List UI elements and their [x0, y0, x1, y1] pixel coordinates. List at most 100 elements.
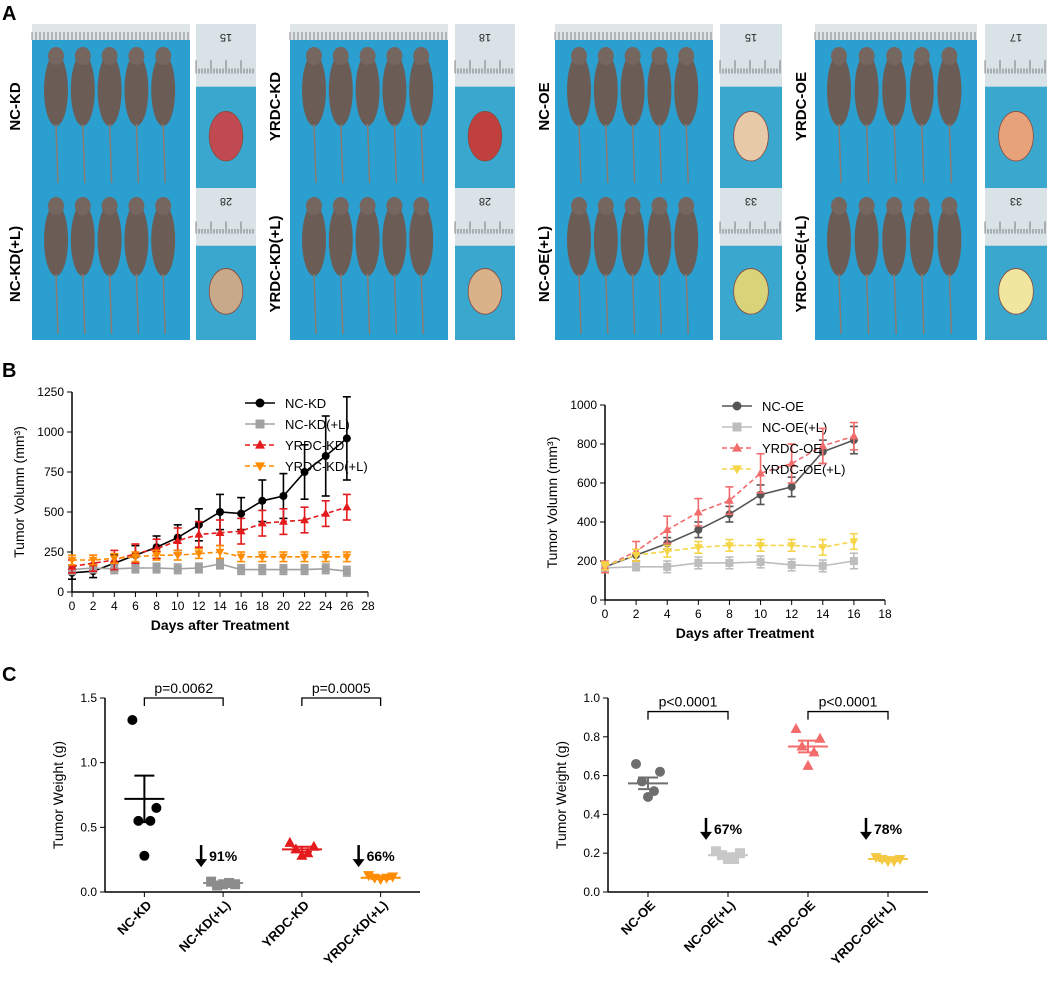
- data-point: [693, 544, 703, 553]
- y-tick-label: 0.0: [80, 885, 97, 899]
- group-label: YRDC-OE(+L): [793, 215, 810, 312]
- y-tick-label: 500: [44, 505, 64, 519]
- mouse-body: [674, 204, 699, 276]
- mouse-head: [386, 47, 403, 65]
- mouse-head: [651, 197, 668, 215]
- legend-marker: [732, 401, 742, 411]
- group-NC-KD(+L): [203, 876, 244, 891]
- data-point: [723, 854, 733, 865]
- data-point: [257, 553, 267, 562]
- mouse-body: [328, 204, 353, 276]
- y-axis-label: Tumor Volumn (mm³): [11, 426, 27, 558]
- mouse-head: [155, 47, 172, 65]
- tumor: [733, 268, 769, 315]
- mouse-head: [831, 47, 847, 65]
- data-point: [258, 496, 267, 505]
- data-point: [725, 558, 734, 567]
- mouse-head: [571, 197, 587, 215]
- p-value-label: p=0.0062: [154, 680, 213, 696]
- data-point: [139, 850, 150, 861]
- mouse-tail: [605, 123, 609, 184]
- legend-marker: [255, 462, 265, 472]
- mouse-body: [827, 204, 851, 276]
- y-tick-label: 800: [577, 437, 597, 451]
- mouse-body: [909, 204, 934, 276]
- significance-bracket: [807, 710, 889, 720]
- mouse-tail: [55, 123, 59, 184]
- data-point: [109, 555, 119, 564]
- reduction-label: 91%: [209, 848, 238, 864]
- data-point: [321, 508, 331, 517]
- panel-b-letter: B: [2, 360, 17, 382]
- data-point: [131, 564, 140, 572]
- data-point: [849, 431, 859, 440]
- data-point: [67, 556, 77, 565]
- data-point: [279, 553, 288, 562]
- p-value-label: p<0.0001: [659, 694, 718, 710]
- series-YRDC-KD(+L): [67, 544, 352, 566]
- tumor: [998, 111, 1034, 162]
- mouse-tail: [578, 123, 582, 184]
- mouse-body: [355, 54, 380, 126]
- data-point: [321, 564, 330, 573]
- data-point: [300, 565, 309, 574]
- mouse-head: [913, 197, 930, 215]
- mouse-tail: [108, 123, 113, 184]
- mouse-tail: [658, 273, 663, 335]
- tumor-ruler: [720, 24, 782, 87]
- reduction-label: 67%: [714, 821, 743, 837]
- mouse-head: [624, 47, 641, 65]
- mouse-body: [382, 204, 407, 276]
- tumor-ruler: [455, 188, 515, 246]
- mouse-head: [913, 47, 930, 65]
- mouse-head: [306, 197, 322, 215]
- mouse-tail: [162, 273, 166, 335]
- group-label: YRDC-KD(+L): [267, 215, 284, 312]
- mouse-head: [386, 197, 403, 215]
- mouse-body: [382, 54, 407, 126]
- mouse-head: [101, 197, 118, 215]
- series-line: [604, 540, 855, 567]
- mouse-head: [858, 197, 875, 215]
- data-point: [787, 542, 797, 551]
- y-tick-label: 1.0: [80, 756, 97, 770]
- data-point: [133, 815, 144, 826]
- mouse-tail: [340, 123, 344, 184]
- data-point: [756, 468, 765, 477]
- data-point: [711, 846, 721, 857]
- panel-c-letter: C: [2, 664, 17, 686]
- y-tick-label: 1000: [37, 425, 64, 439]
- data-point: [342, 567, 351, 576]
- tumor: [998, 268, 1034, 315]
- data-point: [236, 553, 246, 562]
- mouse-tail: [893, 273, 897, 335]
- group-label: NC-KD: [7, 82, 24, 130]
- x-tick-label: 0: [69, 599, 76, 613]
- mouse-tail: [393, 123, 398, 184]
- panel-a-photos: A NC-KD 15 NC-KD(+L) 28 YRDC-KD 18 YRDC-KD(+L)…: [2, 3, 1047, 340]
- y-tick-label: 0: [57, 585, 64, 599]
- y-tick-label: 0.4: [583, 807, 600, 821]
- mouse-head: [624, 197, 641, 215]
- data-point: [756, 542, 765, 551]
- mouse-body: [124, 204, 149, 276]
- x-tick-label: YRDC-KD(+L): [321, 898, 391, 968]
- mouse-head: [678, 197, 695, 215]
- mouse-body: [409, 54, 434, 126]
- data-point: [127, 714, 138, 725]
- x-axis-label: Days after Treatment: [676, 625, 815, 641]
- data-point: [300, 553, 309, 562]
- x-tick-label: 26: [340, 599, 354, 613]
- data-point: [632, 562, 641, 571]
- group-YRDC-OE: [788, 723, 828, 770]
- x-tick-label: 22: [298, 599, 312, 613]
- group-label: NC-OE(+L): [536, 226, 553, 302]
- series-line: [72, 551, 347, 561]
- x-tick-label: 0: [602, 607, 609, 621]
- chart-b-right: 0 2 4 6 8 10 12 14 16 18 0 200 400 600 800 1000 Days aft…: [544, 398, 892, 641]
- mouse-body: [302, 54, 326, 126]
- mouse-tail: [865, 123, 870, 184]
- data-point: [662, 525, 672, 533]
- mouse-body: [827, 54, 851, 126]
- x-tick-label: 6: [132, 599, 139, 613]
